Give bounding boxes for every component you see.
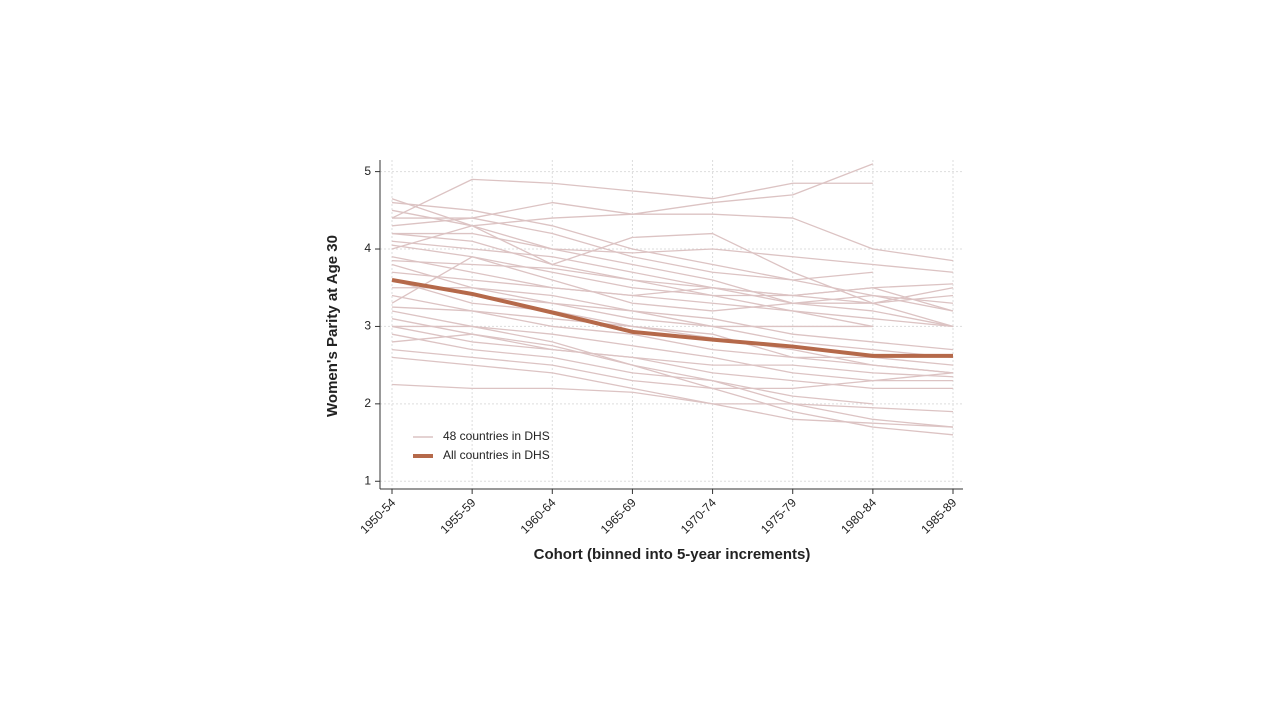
x-tick-label: 1955-59 — [437, 495, 478, 536]
country-line — [391, 225, 954, 328]
y-axis-label: Women's Parity at Age 30 — [324, 235, 341, 417]
x-tick-label: 1975-79 — [758, 495, 799, 536]
average-line — [391, 278, 953, 358]
legend-label: All countries in DHS — [443, 448, 550, 462]
country-line — [391, 178, 873, 219]
country-line — [392, 325, 953, 382]
country-line — [391, 310, 954, 428]
x-tick-label: 1970-74 — [678, 495, 719, 536]
country-line — [391, 383, 954, 413]
country-line — [391, 333, 873, 405]
country-line — [392, 232, 954, 273]
country-line — [391, 263, 954, 351]
country-line — [391, 349, 954, 390]
country-line — [391, 259, 954, 312]
x-tick-label: 1965-69 — [598, 495, 639, 536]
country-line — [391, 217, 873, 281]
country-line — [391, 306, 954, 374]
y-tick-label: 5 — [364, 164, 371, 178]
y-tick-label: 2 — [364, 396, 371, 410]
country-line — [391, 356, 954, 428]
x-tick-label: 1985-89 — [918, 495, 959, 536]
y-tick-label: 4 — [364, 241, 371, 255]
x-tick-label: 1950-54 — [357, 495, 398, 536]
x-tick-label: 1980-84 — [838, 495, 879, 536]
country-line — [391, 209, 954, 304]
x-axis-label: Cohort (binned into 5-year increments) — [534, 546, 811, 563]
x-tick-label: 1960-64 — [518, 495, 559, 536]
country-line — [391, 279, 954, 374]
y-tick-label: 3 — [364, 319, 371, 333]
country-line — [391, 256, 954, 328]
country-line — [391, 201, 954, 312]
country-line — [391, 294, 954, 366]
y-tick-label: 1 — [364, 473, 371, 487]
country-line — [391, 256, 954, 312]
country-line — [391, 244, 873, 328]
country-line — [391, 325, 954, 378]
country-line — [391, 232, 954, 328]
country-line — [391, 240, 954, 304]
country-line — [391, 198, 954, 262]
legend-label: 48 countries in DHS — [443, 429, 550, 443]
